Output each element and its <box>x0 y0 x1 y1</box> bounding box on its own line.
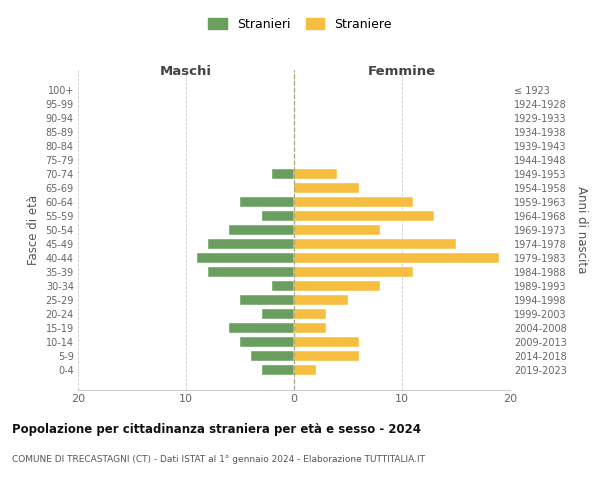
Bar <box>251 352 294 362</box>
Bar <box>272 281 294 291</box>
Bar <box>208 267 294 277</box>
Bar <box>294 281 380 291</box>
Bar <box>262 366 294 376</box>
Bar <box>294 366 316 376</box>
Bar <box>294 239 456 249</box>
Bar <box>294 183 359 193</box>
Bar <box>240 338 294 347</box>
Bar <box>208 239 294 249</box>
Bar <box>272 169 294 179</box>
Text: COMUNE DI TRECASTAGNI (CT) - Dati ISTAT al 1° gennaio 2024 - Elaborazione TUTTIT: COMUNE DI TRECASTAGNI (CT) - Dati ISTAT … <box>12 455 425 464</box>
Bar <box>294 225 380 235</box>
Text: Popolazione per cittadinanza straniera per età e sesso - 2024: Popolazione per cittadinanza straniera p… <box>12 422 421 436</box>
Bar <box>294 197 413 207</box>
Bar <box>229 323 294 334</box>
Bar <box>262 309 294 320</box>
Bar <box>294 323 326 334</box>
Text: Maschi: Maschi <box>160 66 212 78</box>
Bar <box>294 338 359 347</box>
Text: Femmine: Femmine <box>368 66 436 78</box>
Bar <box>240 197 294 207</box>
Bar <box>294 309 326 320</box>
Bar <box>197 253 294 263</box>
Bar <box>294 253 499 263</box>
Bar <box>294 211 434 221</box>
Y-axis label: Fasce di età: Fasce di età <box>27 195 40 265</box>
Legend: Stranieri, Straniere: Stranieri, Straniere <box>202 11 398 37</box>
Bar <box>240 295 294 306</box>
Bar <box>262 211 294 221</box>
Bar <box>294 295 348 306</box>
Bar <box>294 267 413 277</box>
Bar <box>294 169 337 179</box>
Bar <box>229 225 294 235</box>
Y-axis label: Anni di nascita: Anni di nascita <box>575 186 589 274</box>
Bar <box>294 352 359 362</box>
